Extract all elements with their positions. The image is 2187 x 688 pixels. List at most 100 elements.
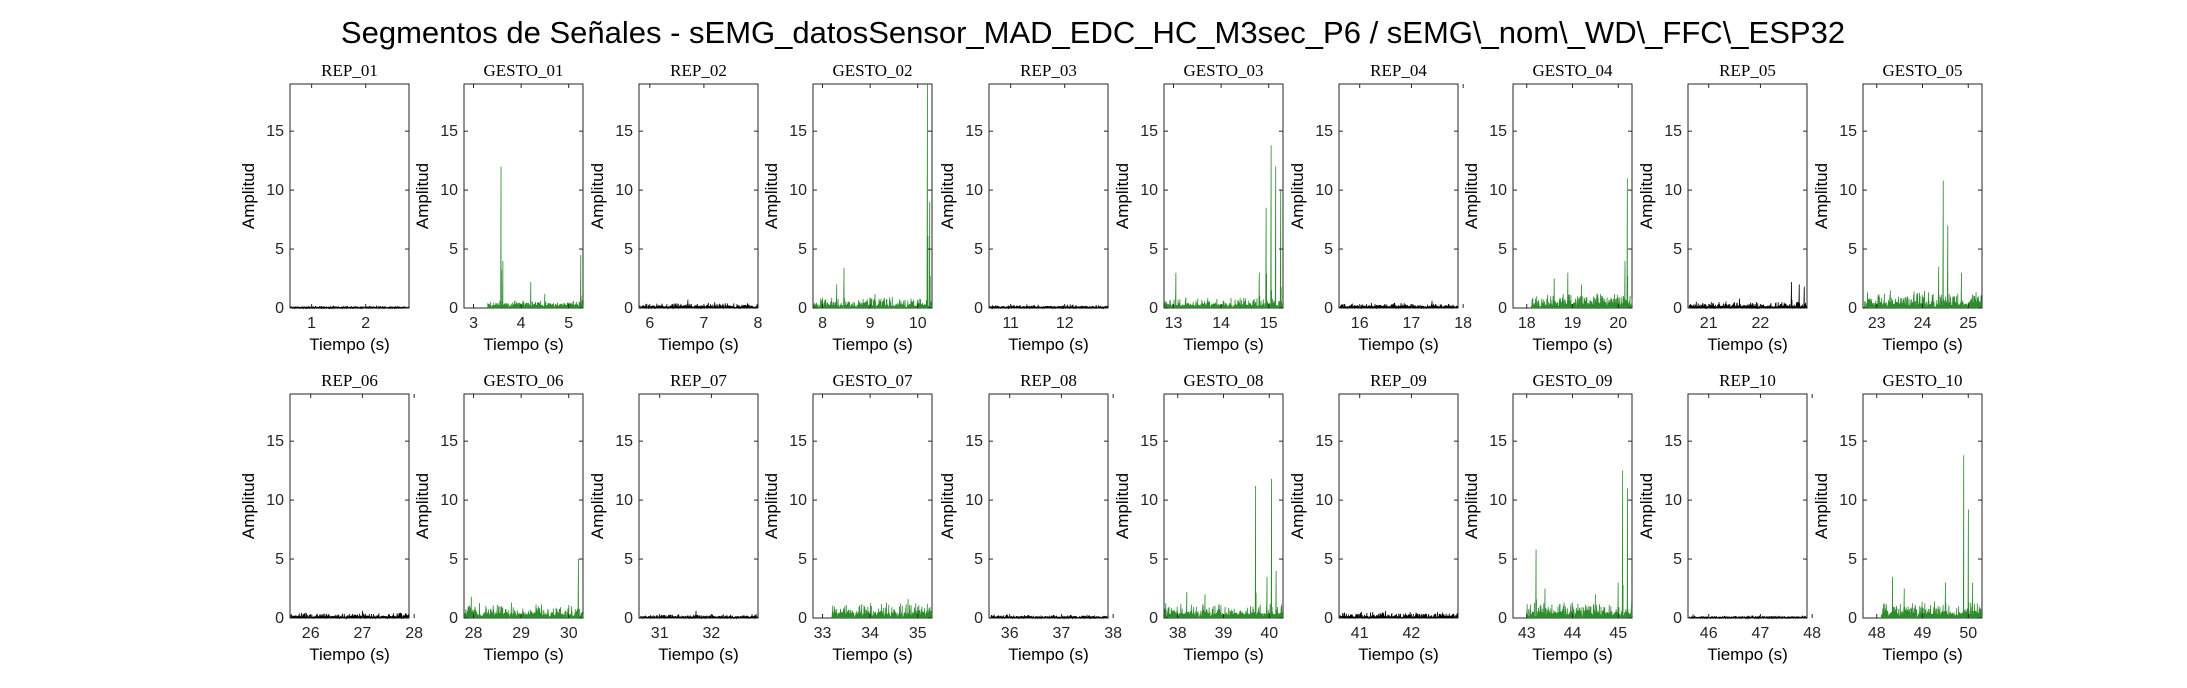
x-tick-label: 1 bbox=[307, 315, 316, 332]
y-axis-label: Amplitud bbox=[1637, 473, 1656, 539]
subplot-gesto-04: 0 5 10 15 18 19 20 GESTO_04 Tiempo (s) Amplitud bbox=[1462, 61, 1633, 354]
x-tick-label: 18 bbox=[1454, 315, 1472, 332]
subplot-title: REP_06 bbox=[321, 371, 378, 390]
y-tick-label: 15 bbox=[965, 123, 983, 140]
y-tick-label: 0 bbox=[275, 610, 284, 627]
x-tick-label: 24 bbox=[1914, 315, 1932, 332]
y-tick-label: 5 bbox=[449, 241, 458, 258]
subplot-gesto-02: 0 5 10 15 8 9 10 GESTO_02 Tiempo (s) Amplitud bbox=[762, 61, 933, 354]
x-tick-label: 28 bbox=[465, 625, 483, 642]
x-tick-label: 50 bbox=[1959, 625, 1977, 642]
y-tick-label: 10 bbox=[965, 182, 983, 199]
x-tick-label: 36 bbox=[1001, 625, 1019, 642]
x-tick-label: 19 bbox=[1564, 315, 1582, 332]
y-tick-label: 15 bbox=[1839, 123, 1857, 140]
x-tick-label: 48 bbox=[1868, 625, 1886, 642]
x-tick-label: 2 bbox=[361, 315, 370, 332]
plot-area bbox=[812, 83, 933, 309]
y-tick-label: 10 bbox=[1664, 182, 1682, 199]
subplot-title: GESTO_03 bbox=[1184, 61, 1264, 80]
x-tick-label: 23 bbox=[1868, 315, 1886, 332]
y-tick-label: 10 bbox=[1489, 492, 1507, 509]
y-tick-label: 10 bbox=[1140, 182, 1158, 199]
series-trace bbox=[1880, 455, 1983, 620]
x-tick-label: 9 bbox=[866, 315, 875, 332]
y-tick-label: 0 bbox=[624, 610, 633, 627]
x-tick-label: 30 bbox=[560, 625, 578, 642]
x-axis-label: Tiempo (s) bbox=[832, 335, 913, 354]
x-axis-label: Tiempo (s) bbox=[1532, 645, 1613, 664]
x-tick-label: 20 bbox=[1609, 315, 1627, 332]
plot-area bbox=[1338, 393, 1459, 619]
y-tick-label: 0 bbox=[1848, 300, 1857, 317]
x-axis-label: Tiempo (s) bbox=[832, 645, 913, 664]
y-tick-label: 10 bbox=[1315, 492, 1333, 509]
y-tick-label: 15 bbox=[1489, 123, 1507, 140]
subplot-rep-02: 0 5 10 15 6 7 8 REP_02 Tiempo (s) Amplitud bbox=[588, 61, 763, 354]
y-tick-label: 15 bbox=[440, 123, 458, 140]
series-trace bbox=[831, 599, 933, 620]
y-axis-label: Amplitud bbox=[938, 163, 957, 229]
y-tick-label: 5 bbox=[1498, 551, 1507, 568]
x-tick-label: 46 bbox=[1700, 625, 1718, 642]
plot-area bbox=[289, 393, 410, 619]
plot-area bbox=[1512, 393, 1633, 619]
x-tick-label: 12 bbox=[1056, 315, 1074, 332]
y-tick-label: 0 bbox=[798, 610, 807, 627]
subplot-gesto-03: 0 5 10 15 13 14 15 GESTO_03 Tiempo (s) Amplitud bbox=[1113, 61, 1284, 354]
subplot-title: REP_10 bbox=[1719, 371, 1776, 390]
y-tick-label: 15 bbox=[266, 433, 284, 450]
subplot-title: GESTO_06 bbox=[484, 371, 564, 390]
figure-title: Segmentos de Señales - sEMG_datosSensor_… bbox=[341, 15, 1845, 50]
y-axis-label: Amplitud bbox=[413, 163, 432, 229]
y-tick-label: 10 bbox=[1664, 492, 1682, 509]
y-tick-label: 10 bbox=[1489, 182, 1507, 199]
y-tick-label: 0 bbox=[449, 610, 458, 627]
x-axis-label: Tiempo (s) bbox=[1882, 335, 1963, 354]
subplot-title: GESTO_08 bbox=[1184, 371, 1264, 390]
y-tick-label: 0 bbox=[1149, 300, 1158, 317]
x-tick-label: 3 bbox=[469, 315, 478, 332]
subplot-rep-07: 0 5 10 15 31 32 REP_07 Tiempo (s) Amplitud bbox=[588, 371, 759, 664]
y-tick-label: 10 bbox=[1839, 492, 1857, 509]
subplot-gesto-07: 0 5 10 15 33 34 35 GESTO_07 Tiempo (s) Amplitud bbox=[762, 371, 933, 664]
x-tick-label: 15 bbox=[1260, 315, 1278, 332]
y-tick-label: 5 bbox=[1848, 241, 1857, 258]
y-tick-label: 10 bbox=[266, 492, 284, 509]
x-tick-label: 8 bbox=[818, 315, 827, 332]
subplot-rep-04: 0 5 10 15 16 17 18 REP_04 Tiempo (s) Amplitud bbox=[1288, 61, 1472, 354]
y-tick-label: 5 bbox=[798, 551, 807, 568]
x-tick-label: 47 bbox=[1752, 625, 1770, 642]
x-tick-label: 49 bbox=[1914, 625, 1932, 642]
plot-area bbox=[988, 393, 1109, 619]
y-tick-label: 10 bbox=[440, 182, 458, 199]
x-axis-label: Tiempo (s) bbox=[483, 645, 564, 664]
y-tick-label: 0 bbox=[1324, 610, 1333, 627]
y-tick-label: 5 bbox=[624, 241, 633, 258]
y-tick-label: 5 bbox=[449, 551, 458, 568]
y-tick-label: 10 bbox=[789, 492, 807, 509]
y-tick-label: 15 bbox=[1664, 433, 1682, 450]
x-tick-label: 32 bbox=[703, 625, 721, 642]
y-tick-label: 15 bbox=[440, 433, 458, 450]
y-tick-label: 15 bbox=[1664, 123, 1682, 140]
x-tick-label: 31 bbox=[651, 625, 669, 642]
subplot-gesto-08: 0 5 10 15 38 39 40 GESTO_08 Tiempo (s) Amplitud bbox=[1113, 371, 1284, 664]
subplot-gesto-01: 0 5 10 15 3 4 5 GESTO_01 Tiempo (s) Amplitud bbox=[413, 61, 584, 354]
y-tick-label: 10 bbox=[1839, 182, 1857, 199]
y-tick-label: 15 bbox=[1489, 433, 1507, 450]
plot-area bbox=[1163, 83, 1284, 309]
subplot-rep-09: 0 5 10 15 41 42 REP_09 Tiempo (s) Amplitud bbox=[1288, 371, 1459, 664]
subplot-title: GESTO_05 bbox=[1883, 61, 1963, 80]
x-tick-label: 26 bbox=[302, 625, 320, 642]
plot-area bbox=[463, 393, 584, 619]
y-tick-label: 0 bbox=[1673, 300, 1682, 317]
subplot-gesto-05: 0 5 10 15 23 24 25 GESTO_05 Tiempo (s) Amplitud bbox=[1812, 61, 1983, 354]
x-tick-label: 6 bbox=[645, 315, 654, 332]
x-axis-label: Tiempo (s) bbox=[1707, 335, 1788, 354]
y-tick-label: 15 bbox=[789, 433, 807, 450]
y-tick-label: 10 bbox=[615, 182, 633, 199]
y-tick-label: 10 bbox=[440, 492, 458, 509]
y-tick-label: 10 bbox=[789, 182, 807, 199]
